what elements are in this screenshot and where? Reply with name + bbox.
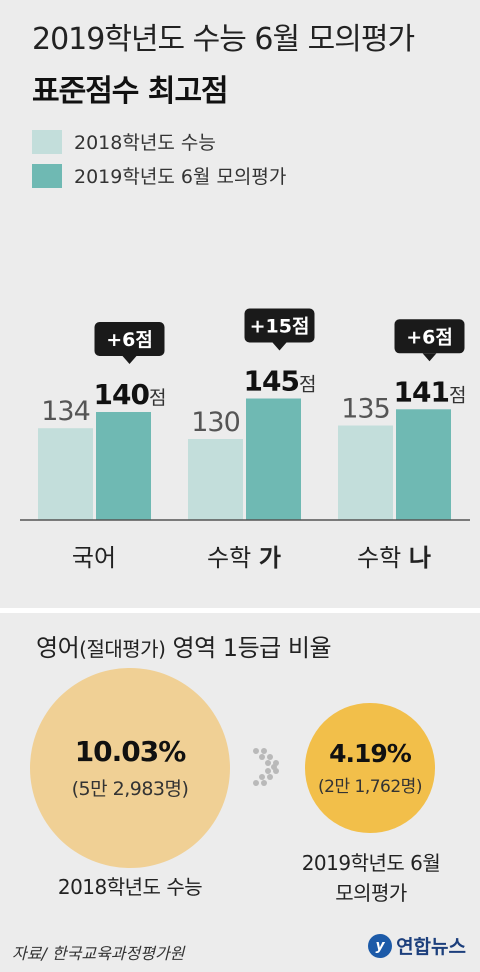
bar-1-1 xyxy=(246,398,301,520)
category-label-0: 국어 xyxy=(72,544,116,572)
legend-label-2018: 2018학년도 수능 xyxy=(74,132,216,154)
value-label-0-0: 134 xyxy=(41,396,90,427)
english-section-title: 영어(절대평가) 영역 1등급 비율 xyxy=(36,634,332,662)
value-label-1-0: 130 xyxy=(191,407,240,438)
label-2018: 2018학년도 수능 xyxy=(57,875,203,899)
diff-callout-pointer-0 xyxy=(122,356,137,364)
value-label-1-1: 145점 xyxy=(244,365,316,398)
value-label-2-1: 141점 xyxy=(394,375,466,408)
circle-2018: 10.03% (5만 2,983명) xyxy=(30,668,230,868)
diff-label-2: +6점 xyxy=(406,326,453,348)
label-2019: 2019학년도 6월 모의평가 xyxy=(301,851,441,905)
diff-label-0: +6점 xyxy=(106,329,153,351)
chevron-right-icon xyxy=(253,748,279,786)
diff-label-1: +15점 xyxy=(250,316,310,338)
count-2019: (2만 1,762명) xyxy=(318,776,422,797)
yonhap-logo-icon: y xyxy=(368,933,393,958)
diff-callout-pointer-1 xyxy=(272,342,287,351)
bar-0-1 xyxy=(96,412,151,520)
publisher-logo: y 연합뉴스 xyxy=(368,932,466,959)
count-2018: (5만 2,983명) xyxy=(71,778,189,800)
legend-swatch-2019 xyxy=(32,163,62,188)
category-label-1: 수학 가 xyxy=(207,544,281,572)
legend-label-2019: 2019학년도 6월 모의평가 xyxy=(74,166,287,188)
source-note: 자료/ 한국교육과정평가원 xyxy=(12,944,185,963)
bar-2-0 xyxy=(338,425,393,520)
chart-title: 2019학년도 수능 6월 모의평가 xyxy=(32,22,415,57)
category-label-2: 수학 나 xyxy=(357,544,431,572)
diff-callout-2 xyxy=(394,319,465,354)
legend-item-2019: 2019학년도 6월 모의평가 xyxy=(32,162,286,189)
bar-1-0 xyxy=(188,439,243,520)
value-label-2-0: 135 xyxy=(341,394,390,425)
diff-callout-pointer-2 xyxy=(422,353,437,362)
percent-2019: 4.19% xyxy=(329,738,412,768)
bar-0-0 xyxy=(38,428,93,520)
chart-subtitle: 표준점수 최고점 xyxy=(32,74,229,109)
value-label-0-1: 140점 xyxy=(94,378,166,411)
circle-2019: 4.19% (2만 1,762명) xyxy=(305,703,435,833)
section-divider xyxy=(0,608,480,613)
diff-callout-0 xyxy=(94,322,165,356)
legend-item-2018: 2018학년도 수능 xyxy=(32,128,216,155)
diff-callout-1 xyxy=(244,308,315,343)
legend-swatch-2018 xyxy=(32,129,62,154)
bar-2-1 xyxy=(396,409,451,520)
percent-2018: 10.03% xyxy=(74,735,187,768)
